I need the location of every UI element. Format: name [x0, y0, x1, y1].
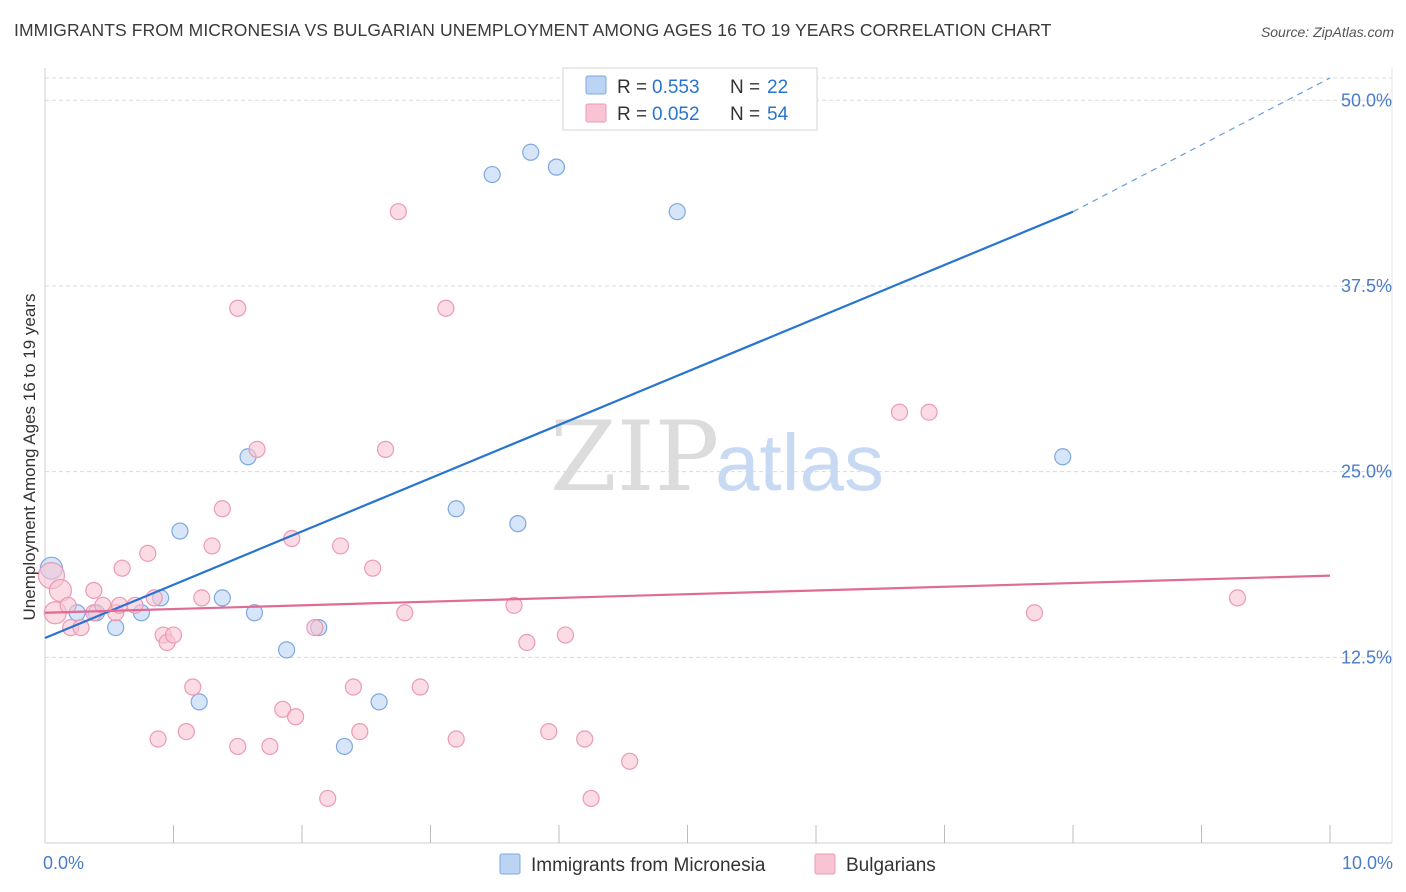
bulgarian-point	[164, 626, 183, 644]
bulgarian-point	[306, 619, 324, 637]
bulgarian-point	[319, 789, 337, 808]
bulgarian-point	[364, 559, 382, 577]
bulgarian-point	[376, 440, 395, 458]
bulgarian-point	[184, 678, 202, 696]
watermark: ZIP atlas	[550, 401, 884, 513]
y-axis-label: Unemployment Among Ages 16 to 19 years	[20, 294, 39, 621]
x-tick-label: 0.0%	[43, 853, 84, 873]
bulgarian-point	[344, 678, 362, 696]
legend-r-value-2: 0.052	[652, 104, 700, 125]
legend-r-label-1: R =	[617, 77, 647, 98]
bulgarian-point	[139, 544, 157, 562]
micronesia-point	[277, 641, 296, 659]
chart-title: IMMIGRANTS FROM MICRONESIA VS BULGARIAN …	[14, 20, 1052, 40]
y-tick-label: 50.0%	[1341, 90, 1392, 110]
bulgarian-point	[556, 626, 575, 644]
micronesia-point	[447, 500, 465, 518]
bulgarian-point	[447, 730, 465, 748]
micronesia-point	[483, 165, 501, 184]
bulgarian-point	[48, 578, 73, 603]
source-label: Source: ZipAtlas.com	[1260, 24, 1394, 40]
legend-r-value-1: 0.553	[652, 77, 700, 98]
legend-n-value-1: 22	[767, 77, 788, 98]
bulgarian-point	[1228, 589, 1247, 607]
bulgarian-point	[193, 589, 211, 607]
legend-swatch-pink	[585, 103, 607, 123]
micronesia-point	[190, 693, 208, 711]
legend-r-label-2: R =	[617, 104, 647, 125]
bulgarian-trend-line	[44, 574, 1331, 614]
bulgarian-point	[149, 730, 167, 748]
bottom-legend: Immigrants from Micronesia Bulgarians	[499, 853, 936, 876]
tick-labels: 12.5% 25.0% 37.5% 50.0% 0.0% 10.0%	[43, 90, 1393, 873]
legend-swatch-blue	[585, 75, 607, 95]
micronesia-point	[370, 693, 388, 711]
watermark-atlas: atlas	[715, 418, 884, 507]
micronesia-point	[335, 737, 354, 756]
micronesia-trend-line	[44, 210, 1074, 640]
bulgarian-point	[203, 537, 221, 555]
y-tick-label: 25.0%	[1341, 462, 1392, 482]
bulgarian-point	[890, 403, 909, 421]
bulgarian-point	[540, 722, 558, 741]
bulgarian-point	[248, 440, 266, 458]
bulgarian-point	[582, 789, 600, 808]
micronesia-point	[171, 522, 189, 540]
bulgarian-point	[411, 678, 429, 696]
micronesia-point	[1054, 448, 1072, 466]
bulgarian-point	[286, 708, 305, 726]
micronesia-point	[668, 203, 686, 221]
y-tick-label: 12.5%	[1341, 647, 1392, 667]
bulgarian-point	[389, 203, 407, 221]
bottom-legend-swatch-pink	[814, 853, 836, 875]
bulgarian-point	[331, 537, 350, 555]
bulgarian-point	[576, 730, 594, 748]
micronesia-point	[509, 515, 527, 533]
micronesia-point	[522, 143, 540, 161]
bulgarian-point	[113, 559, 131, 577]
micronesia-point	[107, 619, 125, 637]
bulgarian-point	[437, 299, 455, 317]
legend-box: R = 0.553 N = 22 R = 0.052 N = 54	[562, 67, 818, 131]
x-tick-label: 10.0%	[1342, 853, 1393, 873]
bottom-legend-label-2: Bulgarians	[846, 855, 936, 876]
bulgarian-point	[213, 500, 231, 518]
bulgarian-point	[920, 403, 938, 421]
axes-layer	[44, 68, 1393, 844]
bulgarian-point	[505, 596, 523, 614]
bottom-legend-label-1: Immigrants from Micronesia	[531, 855, 766, 876]
bulgarian-point	[396, 604, 414, 622]
bulgarian-point	[518, 633, 536, 652]
bulgarian-point	[85, 581, 103, 600]
legend-n-label-2: N =	[730, 104, 760, 125]
watermark-zip: ZIP	[550, 401, 719, 513]
points-layer	[37, 143, 1247, 808]
bulgarian-point	[261, 737, 279, 756]
legend-n-value-2: 54	[767, 104, 789, 125]
micronesia-trend-extension	[1072, 77, 1331, 213]
micronesia-point	[547, 158, 566, 176]
bulgarian-point	[621, 752, 639, 770]
grid-layer	[45, 77, 1392, 658]
bottom-legend-swatch-blue	[499, 853, 521, 875]
bulgarian-point	[351, 722, 369, 741]
legend-n-label-1: N =	[730, 77, 760, 98]
bulgarian-point	[274, 700, 292, 718]
trend-layer	[44, 77, 1331, 640]
micronesia-point	[213, 589, 231, 607]
bulgarian-point	[177, 722, 195, 741]
bulgarian-point	[229, 737, 247, 756]
bulgarian-point	[1025, 604, 1044, 622]
bulgarian-point	[229, 299, 247, 317]
micronesia-point	[245, 604, 264, 622]
y-tick-label: 37.5%	[1341, 276, 1392, 296]
bulgarian-point	[59, 596, 77, 614]
